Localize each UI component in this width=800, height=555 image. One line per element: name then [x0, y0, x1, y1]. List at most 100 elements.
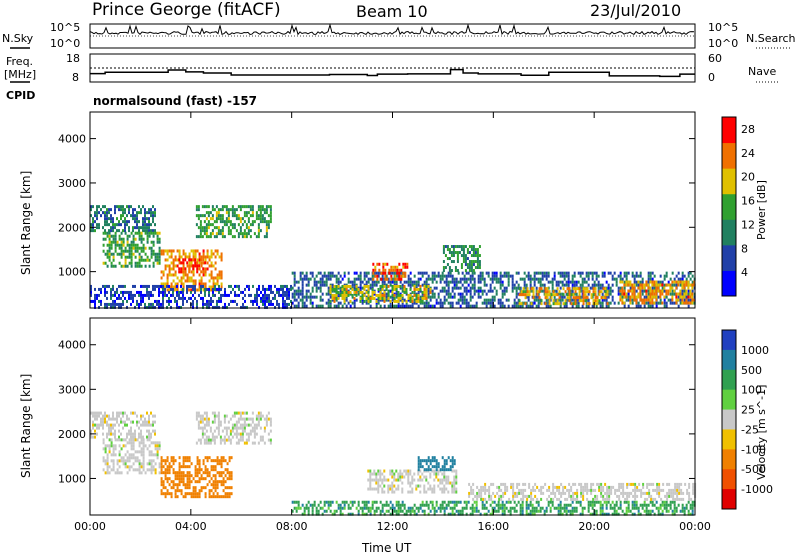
power-cell	[221, 273, 223, 276]
power-cell	[528, 278, 530, 281]
power-cell	[382, 266, 384, 269]
power-cell	[422, 272, 424, 275]
velocity-cell	[419, 479, 421, 482]
velocity-cell	[111, 468, 113, 471]
velocity-cell	[423, 485, 425, 488]
power-cell	[542, 284, 544, 287]
power-cell	[664, 290, 666, 293]
power-cell	[409, 297, 411, 300]
power-cell	[363, 285, 365, 288]
velocity-cell	[512, 486, 514, 489]
velocity-cell	[218, 430, 220, 433]
power-cell	[530, 284, 532, 287]
velocity-cell	[123, 438, 125, 441]
velocity-cell	[428, 507, 430, 510]
velocity-cell	[208, 424, 210, 427]
power-cell	[111, 244, 113, 247]
velocity-cell	[205, 465, 207, 468]
velocity-cell	[102, 415, 104, 418]
power-cell	[548, 275, 550, 278]
velocity-cell	[348, 507, 350, 510]
power-cell	[656, 302, 658, 305]
power-cell	[248, 232, 250, 235]
power-cell	[189, 261, 191, 264]
power-cell	[195, 255, 197, 258]
power-cell	[492, 296, 494, 299]
power-cell	[471, 263, 473, 266]
velocity-cell	[464, 501, 466, 504]
velocity-cell	[206, 421, 208, 424]
velocity-cell	[411, 488, 413, 491]
velocity-cell	[456, 510, 458, 513]
velocity-cell	[572, 510, 574, 513]
velocity-cell	[409, 470, 411, 473]
power-cell	[474, 278, 476, 281]
power-cell	[272, 297, 274, 300]
velocity-cell	[660, 507, 662, 510]
velocity-cell	[215, 489, 217, 492]
power-cell	[468, 272, 470, 275]
power-cell	[634, 275, 636, 278]
velocity-cell	[224, 418, 226, 421]
velocity-cell	[155, 471, 157, 474]
power-cell	[234, 208, 236, 211]
velocity-cell	[492, 483, 494, 486]
power-cell	[176, 291, 178, 294]
velocity-cell	[498, 501, 500, 504]
power-cell	[687, 296, 689, 299]
velocity-cell	[191, 462, 193, 465]
velocity-cell	[534, 510, 536, 513]
power-cell	[494, 272, 496, 275]
velocity-cell	[411, 476, 413, 479]
power-cell	[527, 290, 529, 293]
power-cell	[579, 296, 581, 299]
power-cell	[575, 302, 577, 305]
power-cell	[147, 238, 149, 241]
power-cell	[402, 287, 404, 290]
power-cell	[547, 290, 549, 293]
velocity-cell	[688, 501, 690, 504]
power-cell	[488, 290, 490, 293]
velocity-cell	[154, 430, 156, 433]
power-cell	[426, 305, 428, 308]
power-cell	[142, 220, 144, 223]
power-cell	[119, 238, 121, 241]
velocity-cell	[197, 474, 199, 477]
power-cell	[347, 285, 349, 288]
power-cell	[652, 305, 654, 308]
velocity-cell	[375, 476, 377, 479]
power-cell	[115, 238, 117, 241]
velocity-cell	[231, 492, 233, 495]
power-cell	[114, 294, 116, 297]
power-cell	[242, 297, 244, 300]
velocity-cell	[152, 430, 154, 433]
velocity-cell	[396, 501, 398, 504]
power-cell	[546, 275, 548, 278]
power-cell	[280, 288, 282, 291]
power-cell	[530, 278, 532, 281]
power-cell	[638, 275, 640, 278]
power-cell	[164, 291, 166, 294]
power-cell	[340, 275, 342, 278]
power-cell	[586, 275, 588, 278]
power-cell	[258, 235, 260, 238]
power-cell	[330, 272, 332, 275]
power-cell	[150, 294, 152, 297]
power-cell	[214, 288, 216, 291]
power-cell	[649, 281, 651, 284]
power-cell	[425, 294, 427, 297]
velocity-cell	[399, 476, 401, 479]
power-cell	[172, 294, 174, 297]
power-cell	[666, 275, 668, 278]
power-cell	[386, 296, 388, 299]
power-cell	[264, 297, 266, 300]
power-cell	[419, 288, 421, 291]
power-cell	[120, 291, 122, 294]
power-cell	[500, 278, 502, 281]
power-cell	[432, 275, 434, 278]
power-cell	[109, 250, 111, 253]
velocity-cell	[208, 439, 210, 442]
velocity-cell	[217, 480, 219, 483]
power-cell	[107, 250, 109, 253]
power-cell	[655, 290, 657, 293]
